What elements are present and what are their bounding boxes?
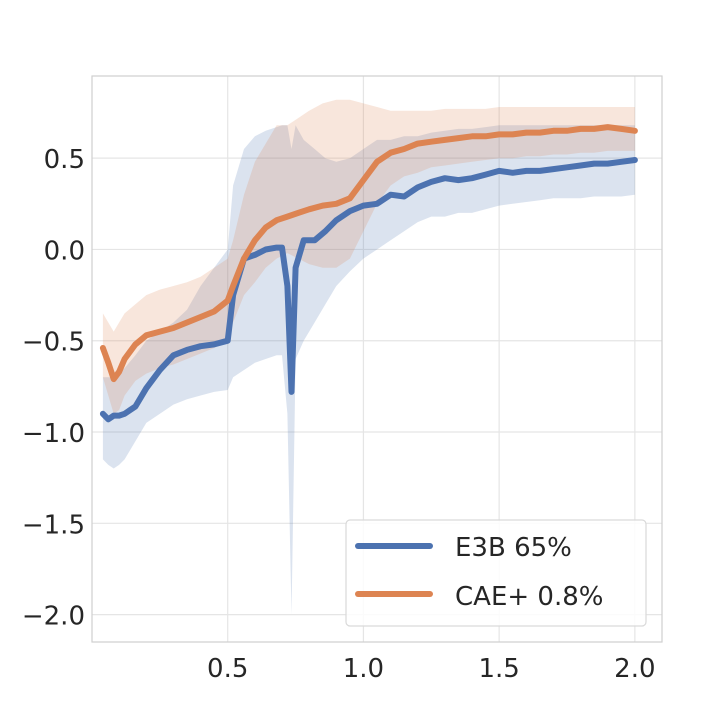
x-tick-label: 1.5 — [478, 654, 519, 684]
legend-label-cae: CAE+ 0.8% — [455, 582, 603, 612]
y-tick-label: −1.5 — [22, 510, 85, 540]
x-tick-label: 1.0 — [343, 654, 384, 684]
series-lines — [99, 124, 638, 423]
y-tick-label: −2.0 — [22, 602, 85, 632]
y-tick-label: 0.5 — [44, 145, 85, 175]
y-tick-label: −0.5 — [22, 328, 85, 358]
legend: E3B 65% CAE+ 0.8% — [345, 519, 647, 627]
x-axis-ticks: 0.5 1.0 1.5 2.0 — [207, 654, 656, 684]
y-tick-label: 0.0 — [44, 236, 85, 266]
x-tick-label: 2.0 — [614, 654, 655, 684]
legend-label-e3b: E3B 65% — [455, 533, 572, 563]
line-e3b — [99, 157, 638, 423]
line-cae — [99, 124, 638, 383]
x-tick-label: 0.5 — [207, 654, 248, 684]
plot-frame — [91, 75, 663, 643]
y-axis-ticks: −2.0 −1.5 −1.0 −0.5 0.0 0.5 — [22, 145, 85, 631]
band-e3b — [102, 125, 635, 615]
y-tick-label: −1.0 — [22, 419, 85, 449]
